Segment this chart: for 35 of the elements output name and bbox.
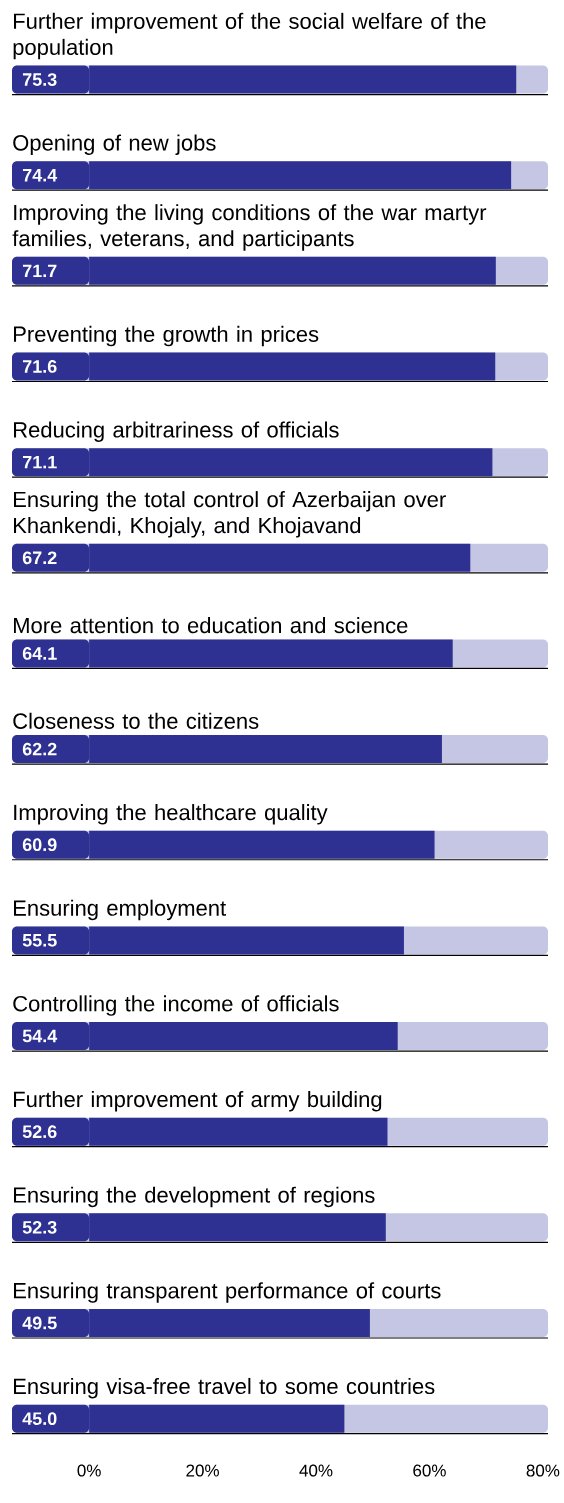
data-label: 67.2: [22, 551, 57, 565]
y-tick-label: Ensuring the development of regions: [14, 1186, 375, 1208]
data-label: 62.2: [22, 742, 57, 756]
y-tick-label: Preventing the growth in prices: [14, 325, 319, 347]
y-tick-label: Closeness to the citizens: [13, 712, 259, 729]
data-label: 55.5: [22, 934, 57, 947]
data-label: 74.4: [22, 169, 58, 182]
y-tick-label: Improving the living conditions of the war martyr families, veterans, and participants: [12, 204, 487, 251]
y-tick-label: Ensuring the total control of Azerbaijan over Khankendi, Khojaly, and Khojavand: [14, 491, 446, 538]
data-label: 64.1: [22, 647, 57, 660]
data-label: 60.9: [22, 838, 57, 852]
x-tick-label: 40%: [299, 1464, 333, 1477]
data-label: 75.3: [22, 73, 57, 86]
data-label: 49.5: [22, 1316, 57, 1330]
data-label: 71.7: [22, 264, 57, 278]
data-label: 71.1: [22, 455, 57, 469]
y-tick-label: Further improvement of army building: [14, 1090, 382, 1112]
x-tick-label: 20%: [186, 1464, 219, 1477]
y-tick-label: Reducing arbitrariness of officials: [14, 421, 339, 442]
y-tick-label: Ensuring visa-free travel to some countries: [14, 1377, 435, 1399]
x-tick-label: 0%: [77, 1464, 101, 1477]
data-label: 45.0: [22, 1412, 57, 1426]
y-tick-label: Further improvement of the social welfare of the population: [13, 12, 486, 60]
x-tick-label: 60%: [413, 1464, 446, 1477]
data-label: 52.3: [22, 1220, 57, 1234]
y-tick-label: Ensuring employment: [14, 899, 226, 921]
y-tick-label: Improving the healthcare quality: [14, 804, 328, 825]
data-label: 52.6: [22, 1125, 57, 1139]
data-label: 71.6: [22, 360, 57, 373]
x-tick-label: 80%: [526, 1464, 560, 1477]
y-tick-label: More attention to education and science: [14, 617, 408, 634]
y-tick-label: Opening of new jobs: [13, 134, 216, 155]
y-tick-label: Ensuring transparent performance of courts: [14, 1282, 441, 1303]
data-label: 54.4: [22, 1029, 58, 1043]
y-tick-label: Controlling the income of officials: [13, 995, 339, 1016]
